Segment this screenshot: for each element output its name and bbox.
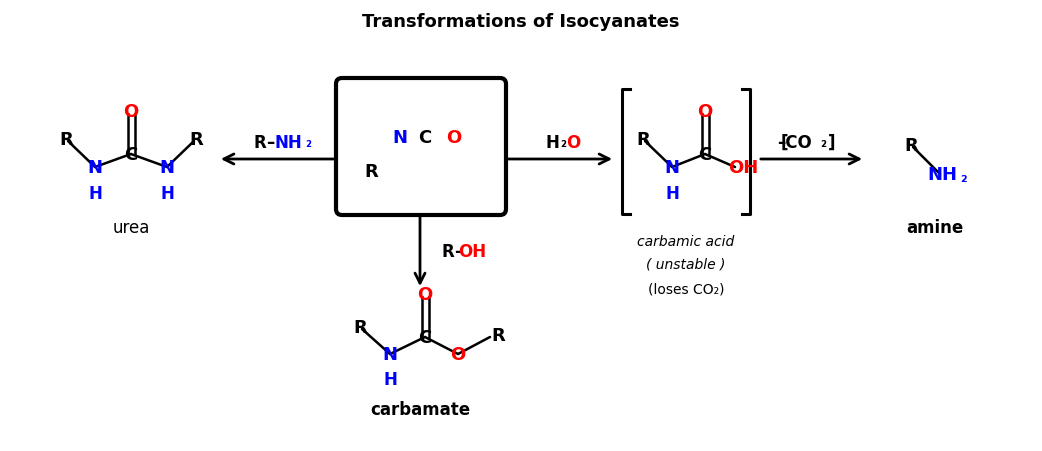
Text: O: O xyxy=(697,103,713,121)
Text: O: O xyxy=(418,285,432,304)
Text: amine: amine xyxy=(907,219,964,236)
Text: –: – xyxy=(266,133,274,152)
Text: Transformations of Isocyanates: Transformations of Isocyanates xyxy=(363,13,679,31)
Text: N: N xyxy=(665,159,679,177)
Text: R: R xyxy=(59,131,73,149)
Text: R: R xyxy=(190,131,203,149)
Text: N: N xyxy=(88,159,102,177)
Text: H: H xyxy=(383,370,397,388)
Text: ]: ] xyxy=(828,133,836,152)
Text: ₂: ₂ xyxy=(820,136,826,150)
Text: R: R xyxy=(353,318,367,336)
Text: C: C xyxy=(124,146,138,164)
Text: OH: OH xyxy=(728,159,759,177)
Text: [: [ xyxy=(780,133,788,152)
Text: N: N xyxy=(393,129,407,147)
Text: C: C xyxy=(698,146,712,164)
Text: R: R xyxy=(253,133,267,152)
Text: R: R xyxy=(442,243,454,260)
Text: H: H xyxy=(89,184,102,202)
Text: H: H xyxy=(545,133,559,152)
Text: ₂: ₂ xyxy=(961,170,967,185)
Text: O: O xyxy=(123,103,139,121)
Text: N: N xyxy=(159,159,174,177)
Text: O: O xyxy=(446,129,462,147)
Text: –: – xyxy=(454,243,462,260)
Text: H: H xyxy=(665,184,679,202)
Text: NH: NH xyxy=(274,133,302,152)
Text: R: R xyxy=(904,137,918,155)
Text: –CO: –CO xyxy=(776,133,812,152)
Text: (loses CO₂): (loses CO₂) xyxy=(648,282,724,296)
Text: O: O xyxy=(450,345,466,363)
Text: ₂: ₂ xyxy=(305,136,311,150)
Text: OH: OH xyxy=(457,243,486,260)
Text: R: R xyxy=(365,163,378,180)
Text: O: O xyxy=(566,133,580,152)
Text: urea: urea xyxy=(113,219,150,236)
Text: carbamic acid: carbamic acid xyxy=(638,235,735,249)
Text: C: C xyxy=(419,328,431,346)
Text: R: R xyxy=(491,326,505,344)
Text: ₂: ₂ xyxy=(560,136,566,150)
Text: R: R xyxy=(636,131,650,149)
FancyBboxPatch shape xyxy=(336,79,506,216)
Text: C: C xyxy=(419,129,431,147)
Text: H: H xyxy=(160,184,174,202)
Text: ( unstable ): ( unstable ) xyxy=(646,258,725,272)
Text: NH: NH xyxy=(927,166,957,184)
Text: N: N xyxy=(382,345,397,363)
Text: carbamate: carbamate xyxy=(370,400,470,418)
